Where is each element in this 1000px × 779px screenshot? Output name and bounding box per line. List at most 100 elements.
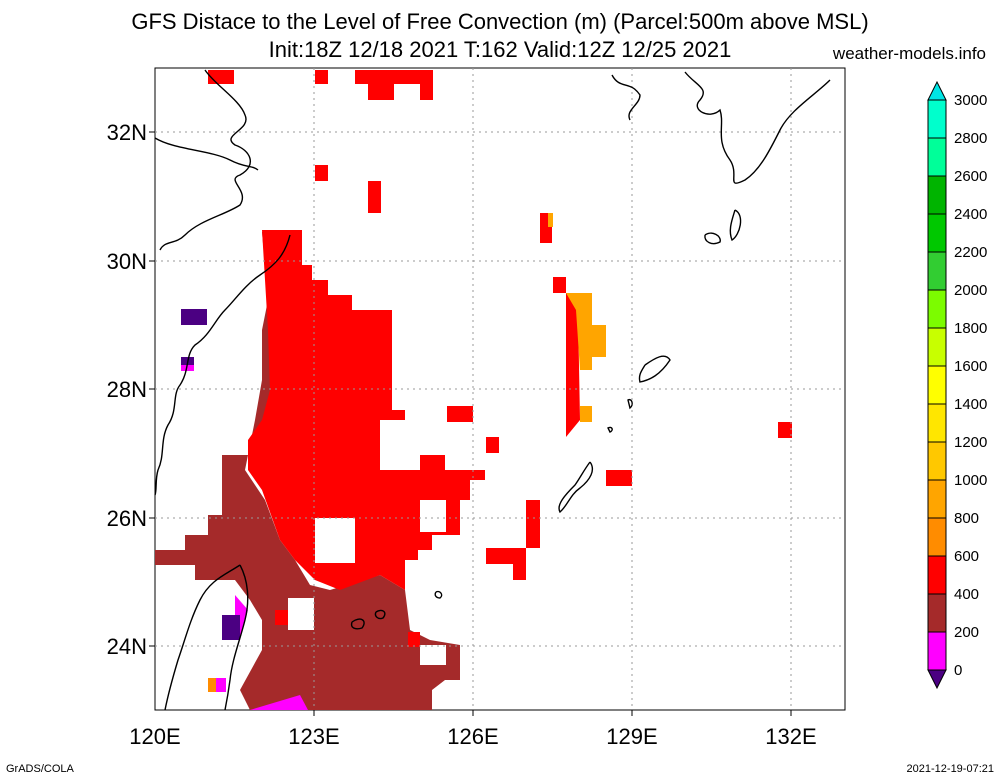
- field-red-cell: [778, 422, 792, 438]
- field-indigo-cell: [181, 309, 207, 325]
- field-red-strip: [566, 293, 592, 437]
- china-coast-south: [154, 234, 291, 496]
- field-gap: [420, 645, 446, 665]
- legend-swatch: [927, 251, 947, 291]
- legend-swatch: [927, 479, 947, 519]
- legend-label: 2200: [954, 244, 987, 261]
- legend-label: 2400: [954, 206, 987, 223]
- lon-label-126e: 126E: [447, 724, 498, 749]
- map-grid: [155, 68, 845, 710]
- small-island: [434, 590, 443, 599]
- field-orange-cell: [208, 678, 216, 692]
- field-red-cell: [208, 70, 234, 84]
- legend-label: 2800: [954, 130, 987, 147]
- field-magenta-cell: [181, 365, 194, 371]
- legend-swatch: [927, 327, 947, 367]
- site-credit: weather-models.info: [832, 44, 986, 63]
- legend-label: 2600: [954, 168, 987, 185]
- lon-label-123e: 123E: [288, 724, 339, 749]
- field-gap: [315, 518, 355, 563]
- field-red-cell: [368, 181, 381, 213]
- field-red-cell: [315, 70, 328, 84]
- map-subtitle: Init:18Z 12/18 2021 T:162 Valid:12Z 12/2…: [268, 37, 732, 62]
- okinawa: [558, 461, 594, 514]
- field-orange-cell: [580, 406, 592, 422]
- legend-label: 3000: [954, 92, 987, 109]
- legend-swatch: [927, 175, 947, 215]
- software-credit: GrADS/COLA: [6, 763, 74, 775]
- field-red-cell: [275, 610, 289, 625]
- lon-labels: 120E 123E 126E 129E 132E: [129, 724, 816, 749]
- legend-swatch: [927, 593, 947, 633]
- legend-min-arrow: [927, 669, 947, 690]
- legend-swatch: [927, 365, 947, 405]
- axis-ticks: [149, 131, 792, 716]
- field-red-cell: [420, 84, 433, 100]
- field-red-cell: [553, 277, 566, 293]
- field-red-cell: [486, 548, 526, 564]
- map-title: GFS Distace to the Level of Free Convect…: [131, 9, 869, 34]
- field-gap: [288, 598, 314, 630]
- field-orange-strip: [566, 293, 606, 370]
- field-orange-cell: [548, 213, 553, 227]
- amami-oshima: [638, 355, 671, 383]
- legend-swatch: [927, 517, 947, 557]
- field-red-cell: [447, 406, 473, 422]
- china-coast: [159, 69, 251, 251]
- field-red-cell: [513, 564, 526, 580]
- legend-max-arrow: [927, 80, 947, 101]
- field-indigo-cell: [222, 615, 240, 640]
- legend-label: 1400: [954, 396, 987, 413]
- field-magenta-patch: [250, 695, 308, 710]
- legend-label: 200: [954, 624, 979, 641]
- tanegashima: [729, 209, 742, 242]
- field-red-cell: [606, 470, 632, 486]
- legend-swatch: [927, 631, 947, 671]
- yangtze-estuary: [154, 137, 259, 171]
- legend-label: 1800: [954, 320, 987, 337]
- legend-label: 0: [954, 662, 962, 679]
- small-island: [627, 398, 633, 410]
- ishigaki-island: [374, 609, 386, 620]
- legend-swatch: [927, 99, 947, 139]
- small-island: [607, 426, 613, 433]
- lat-label-28n: 28N: [107, 377, 147, 402]
- korea-kyushu: [611, 71, 831, 184]
- timestamp-label: 2021-12-19-07:21: [906, 763, 994, 775]
- legend-swatch: [927, 555, 947, 595]
- lat-label-26n: 26N: [107, 506, 147, 531]
- legend-label: 2000: [954, 282, 987, 299]
- lat-label-30n: 30N: [107, 249, 147, 274]
- field-red-cell: [526, 500, 540, 548]
- field-gap: [420, 500, 446, 532]
- legend-label: 1200: [954, 434, 987, 451]
- field-red-cell: [408, 632, 420, 647]
- legend-label: 800: [954, 510, 979, 527]
- lat-label-32n: 32N: [107, 120, 147, 145]
- legend-label: 600: [954, 548, 979, 565]
- taiwan-coast: [164, 564, 249, 711]
- field-red-cell: [368, 84, 394, 100]
- lat-labels: 24N 26N 28N 30N 32N: [107, 120, 147, 659]
- lat-label-24n: 24N: [107, 634, 147, 659]
- legend-swatch: [927, 137, 947, 177]
- legend-label: 1000: [954, 472, 987, 489]
- coastlines: [154, 69, 831, 711]
- miyako-island: [350, 618, 365, 630]
- lon-label-132e: 132E: [765, 724, 816, 749]
- field-red-cell: [315, 165, 328, 181]
- lon-label-129e: 129E: [606, 724, 657, 749]
- field-magenta-cell: [216, 678, 226, 692]
- yakushima: [704, 232, 721, 245]
- color-legend: 0 200 400 600 800 1000 1200 1400 1600 1800 2000 220…: [927, 80, 987, 690]
- field-red-cell: [486, 437, 499, 453]
- legend-swatch: [927, 213, 947, 253]
- legend-swatch: [927, 289, 947, 329]
- lfc-field: [155, 70, 792, 710]
- legend-swatch: [927, 441, 947, 481]
- legend-swatch: [927, 403, 947, 443]
- field-brown-region: [155, 232, 460, 710]
- legend-label: 400: [954, 586, 979, 603]
- legend-label: 1600: [954, 358, 987, 375]
